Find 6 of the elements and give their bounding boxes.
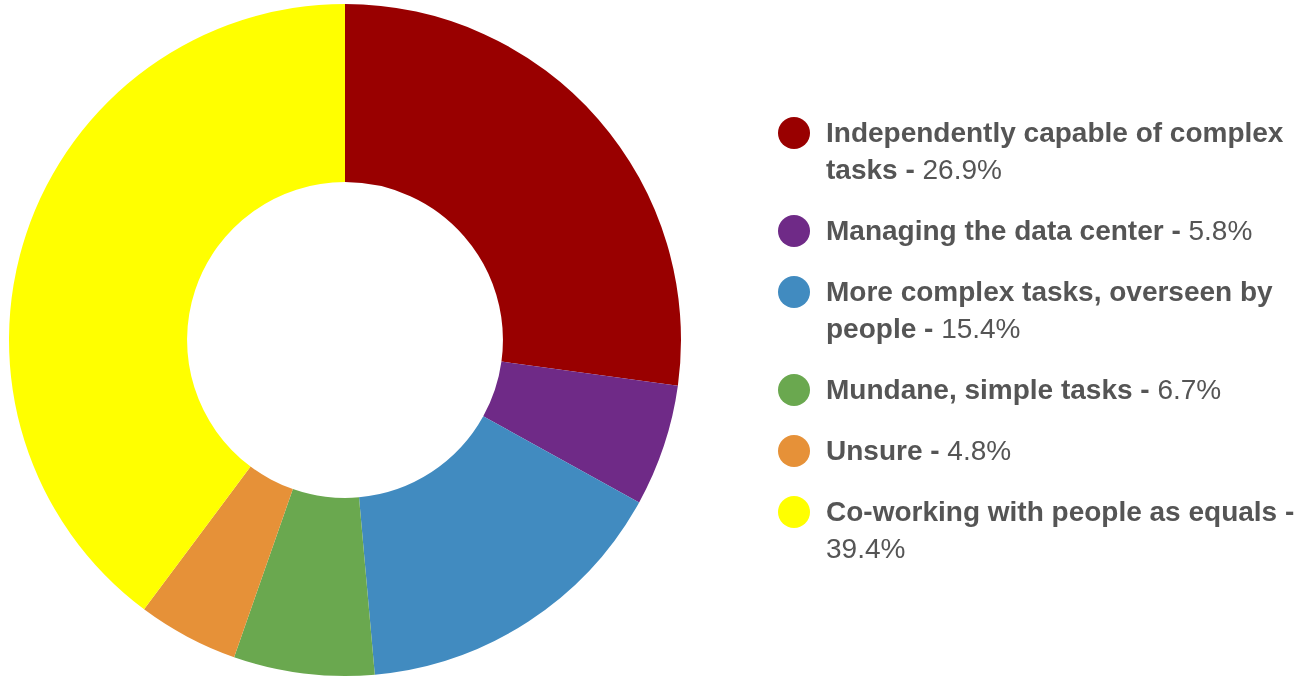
legend-label: Managing the data center - 5.8% xyxy=(826,214,1253,246)
legend-label: Co-working with people as equals - 39.4% xyxy=(826,495,1295,564)
legend-label: Independently capable of complex tasks - 26.9% xyxy=(826,116,1284,185)
legend-label: Unsure - 4.8% xyxy=(826,434,1012,466)
legend-label: Mundane, simple tasks - 6.7% xyxy=(826,373,1222,405)
legend-label: More complex tasks, overseen by people - 15.4% xyxy=(826,275,1273,344)
